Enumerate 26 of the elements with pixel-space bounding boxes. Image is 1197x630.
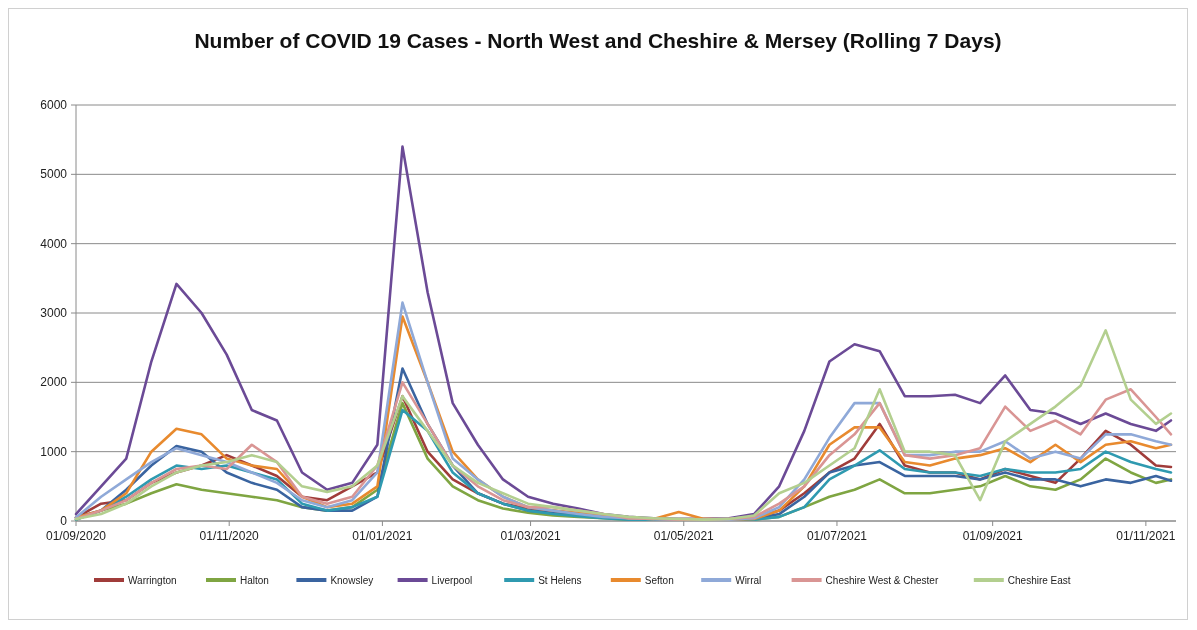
chart-title: Number of COVID 19 Cases - North West and Cheshire & Mersey (Rolling 7 Days) [194, 29, 1002, 52]
y-tick-label: 3000 [40, 306, 68, 320]
legend-label: Liverpool [431, 575, 473, 586]
legend-label: Cheshire East [1007, 575, 1071, 586]
x-tick-label: 01/11/2021 [1116, 529, 1176, 543]
legend-label: Halton [240, 575, 269, 586]
y-tick-label: 5000 [40, 167, 68, 182]
legend-label: Knowsley [330, 575, 374, 586]
x-tick-label: 01/05/2021 [653, 529, 715, 543]
legend-label: Warrington [128, 575, 177, 586]
x-tick-label: 01/03/2021 [500, 529, 561, 543]
x-tick-label: 01/07/2021 [806, 529, 868, 543]
y-tick-label: 4000 [40, 236, 68, 251]
x-tick-label: 01/11/2020 [199, 529, 260, 543]
x-tick-label: 01/01/2021 [352, 529, 413, 543]
legend-label: Cheshire West & Chester [825, 575, 939, 586]
line-series [74, 145, 1173, 521]
legend-label: St Helens [538, 575, 582, 586]
legend-label: Wirral [735, 575, 762, 586]
y-tick-label: 0 [60, 514, 68, 528]
y-tick-label: 1000 [40, 444, 68, 459]
y-tick-label: 6000 [40, 98, 68, 112]
legend-label: Sefton [644, 575, 674, 586]
x-tick-label: 01/09/2021 [962, 529, 1024, 543]
x-tick-label: 01/09/2020 [45, 529, 107, 543]
y-tick-label: 2000 [40, 375, 68, 390]
